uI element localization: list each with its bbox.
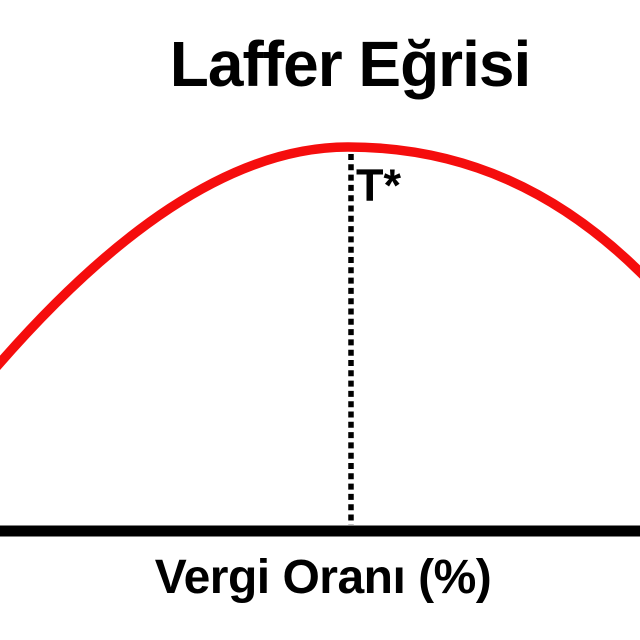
x-axis-label: Vergi Oranı (%): [154, 551, 492, 604]
optimal-rate-label: T*: [356, 160, 401, 211]
revenue-curve: [0, 142, 640, 371]
chart-title: Laffer Eğrisi: [169, 28, 531, 100]
